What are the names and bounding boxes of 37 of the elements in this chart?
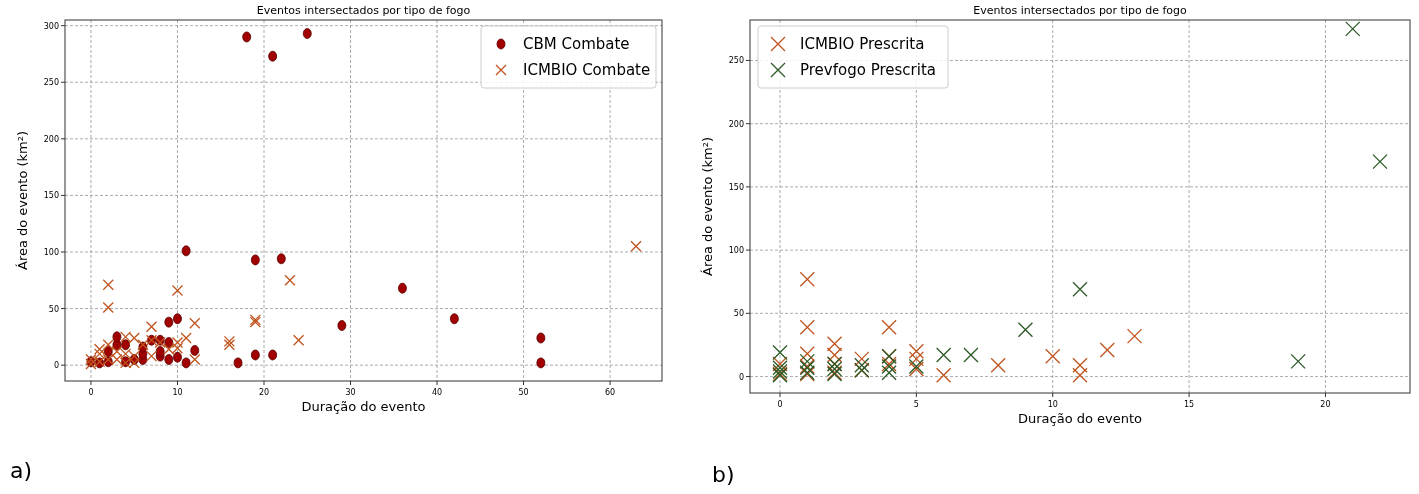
x-tick-label: 20 (258, 388, 270, 397)
y-tick-label: 50 (48, 304, 59, 314)
y-tick-label: 150 (43, 191, 59, 201)
y-tick-label: 0 (53, 361, 59, 371)
text: b) (712, 462, 735, 487)
x-tick-label: 10 (1047, 400, 1058, 409)
x-tick-label: 15 (1184, 400, 1195, 409)
x-axis-title: Duração do evento (1017, 411, 1143, 426)
y-tick-label: 100 (43, 247, 59, 257)
legend-label: Prevfogo Prescrita (800, 61, 936, 79)
x-tick-label: 0 (88, 388, 94, 397)
y-tick-label: 150 (728, 182, 744, 192)
y-tick-label: 0 (738, 372, 744, 382)
x-tick-label: 30 (345, 388, 356, 397)
x-tick-label: 10 (172, 388, 183, 397)
y-tick-label: 200 (43, 134, 59, 144)
y-axis-title: Área do evento (km²) (700, 136, 715, 277)
chart-title: Eventos intersectados por tipo de fogo (973, 4, 1188, 17)
y-tick-label: 300 (43, 21, 59, 31)
y-tick-label: 250 (728, 56, 744, 66)
x-tick-label: 50 (518, 388, 529, 397)
legend-label: CBM Combate (523, 35, 630, 53)
x-tick-label: 40 (431, 388, 443, 397)
x-tick-label: 20 (1320, 400, 1331, 409)
chart-title: Eventos intersectados por tipo de fogo (256, 4, 471, 17)
y-tick-label: 50 (733, 309, 744, 319)
x-tick-label: 60 (604, 388, 616, 397)
y-tick-label: 250 (43, 78, 59, 88)
legend-label: ICMBIO Combate (523, 61, 651, 79)
legend-label: ICMBIO Prescrita (800, 35, 925, 53)
x-tick-label: 0 (777, 400, 783, 409)
y-tick-label: 200 (728, 119, 744, 129)
y-tick-label: 100 (728, 246, 744, 256)
text: a) (10, 458, 33, 483)
x-axis-title: Duração do evento (301, 399, 426, 414)
x-tick-label: 5 (913, 400, 919, 409)
y-axis-title: Área do evento (km²) (15, 130, 30, 271)
